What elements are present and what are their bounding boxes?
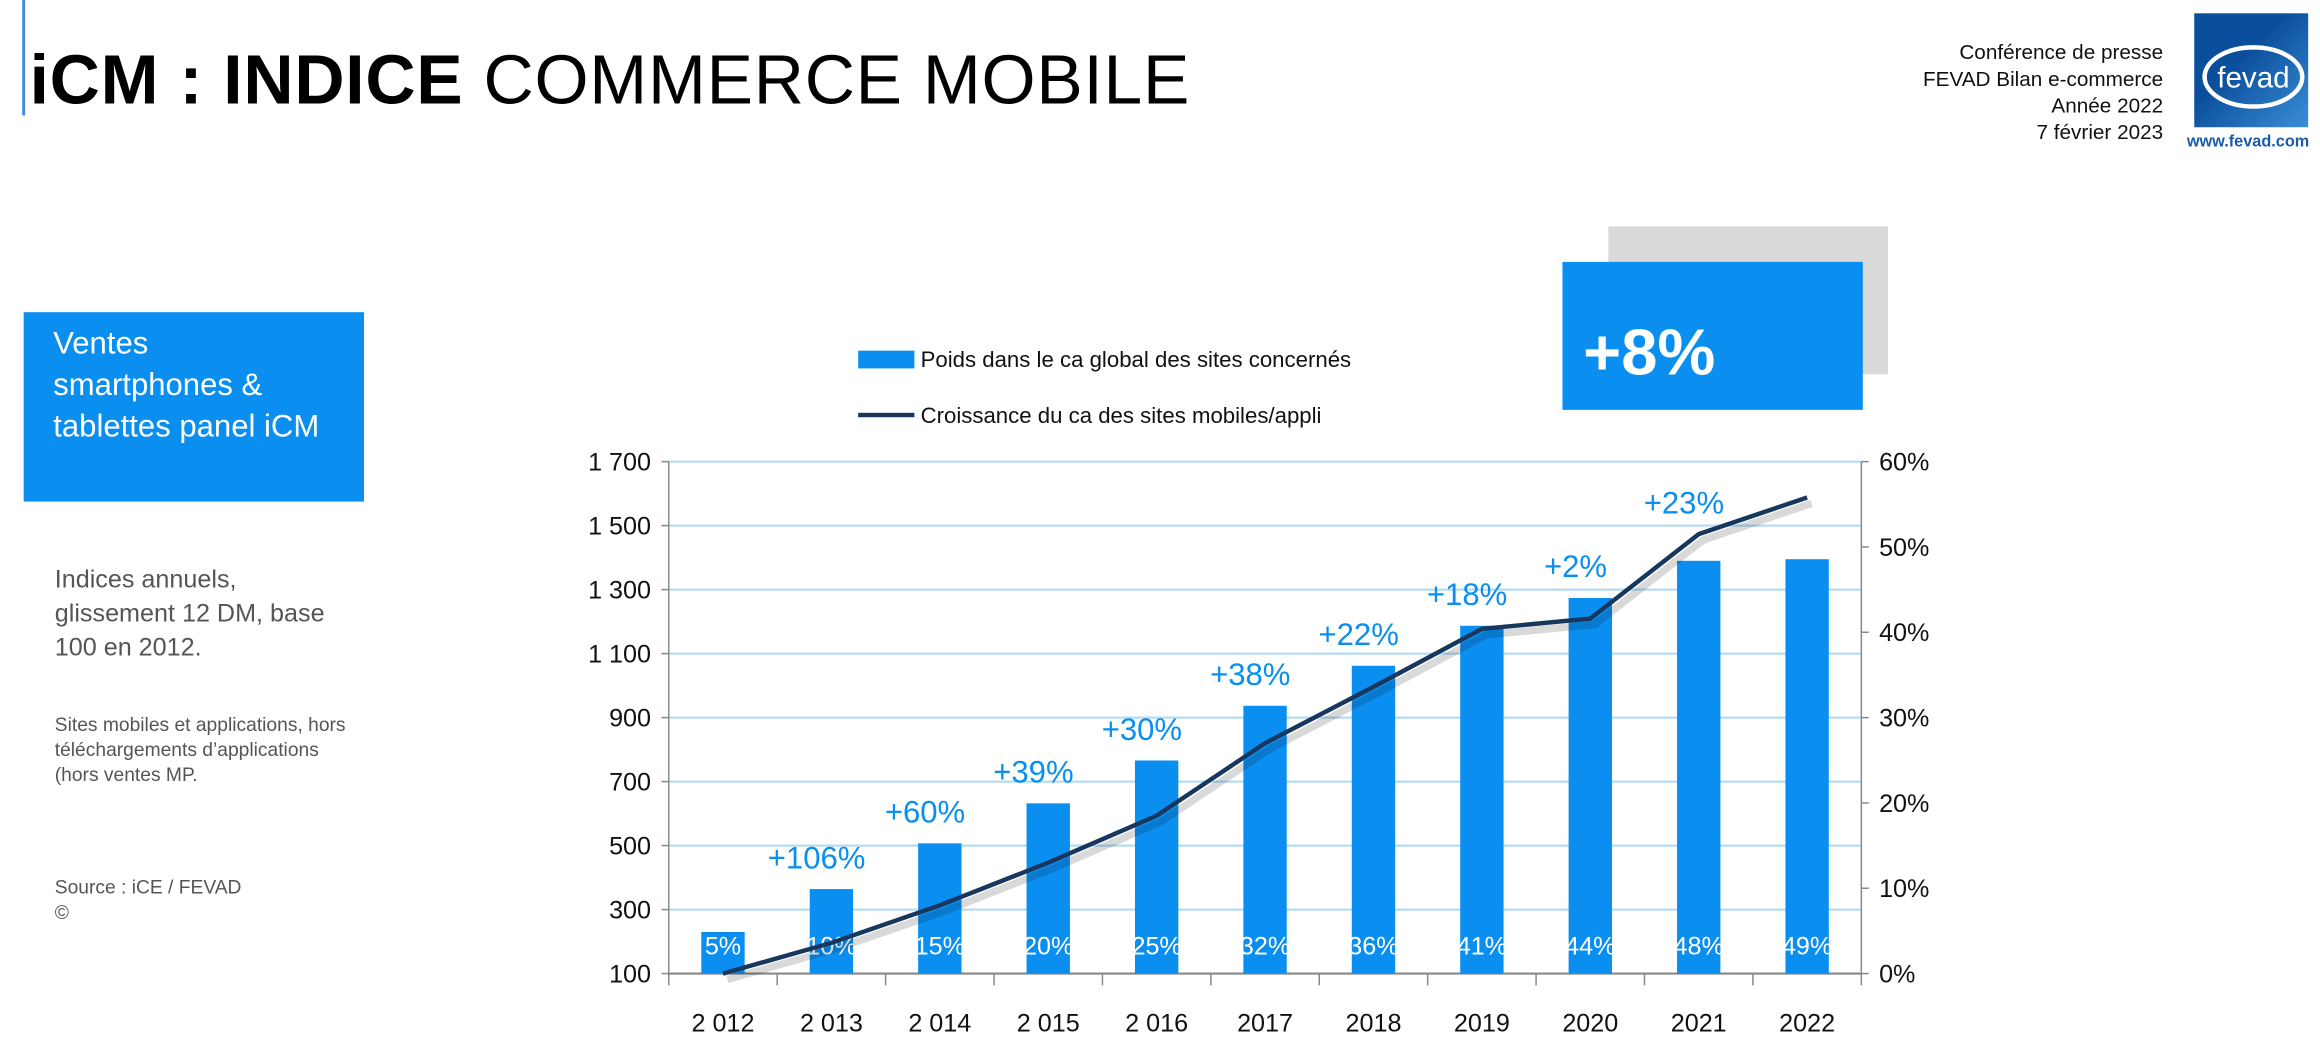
bar-data-label: 41% (1457, 932, 1507, 960)
y-left-tick-label: 700 (609, 768, 651, 796)
x-tick-label: 2 014 (908, 1009, 971, 1037)
bar (809, 889, 854, 974)
line-data-label: +2% (1544, 549, 1607, 584)
panel-label-box: Ventes smartphones & tablettes panel iCM (23, 312, 364, 502)
x-tick-label: 2 015 (1017, 1009, 1080, 1037)
line-data-label: +39% (993, 755, 1073, 790)
bar-data-label: 25% (1131, 932, 1181, 960)
line-data-label: +30% (1102, 712, 1182, 747)
conference-line: Année 2022 (2051, 93, 2164, 117)
y-right-tick-label: 30% (1879, 704, 1929, 732)
x-tick-label: 2022 (1779, 1009, 1835, 1037)
bar (1351, 665, 1396, 974)
line-shadow (726, 499, 1813, 984)
bar-data-label: 49% (1782, 932, 1832, 960)
y-left-tick-label: 1 500 (588, 513, 651, 541)
bar-data-label: 32% (1240, 932, 1290, 960)
y-left-tick-label: 1 700 (588, 449, 651, 477)
line-data-label: +18% (1427, 577, 1507, 612)
y-left-tick-label: 100 (609, 960, 651, 988)
y-right-tick-label: 60% (1879, 449, 1929, 477)
conference-line: FEVAD Bilan e-commerce (1922, 66, 2164, 91)
bar-data-label: 48% (1674, 932, 1724, 960)
y-left-tick-label: 300 (609, 896, 651, 924)
bar (701, 931, 745, 974)
title-rest: COMMERCE MOBILE (463, 39, 1191, 119)
conference-info: Conférence de presse FEVAD Bilan e-comme… (1923, 38, 2163, 145)
x-tick-label: 2021 (1671, 1009, 1727, 1037)
line-data-label: +60% (885, 795, 965, 830)
title-bold: iCM : INDICE (29, 39, 464, 119)
y-left-tick-label: 900 (609, 704, 651, 732)
logo-url: www.fevad.com (2186, 133, 2310, 151)
x-tick-label: 2 012 (692, 1009, 755, 1037)
y-left-tick-label: 1 300 (588, 576, 651, 604)
line-data-label: +23% (1644, 485, 1724, 520)
x-tick-label: 2 016 (1125, 1009, 1188, 1037)
line-data-label: +106% (768, 840, 866, 875)
kpi-badge: +8% (1562, 261, 1863, 410)
legend-line-label: Croissance du ca des sites mobiles/appli (920, 403, 1322, 430)
legend-bar-swatch (858, 350, 915, 369)
bar-data-label: 20% (1023, 932, 1073, 960)
copyright: © (54, 901, 69, 924)
svg-text:fevad: fevad (2217, 61, 2289, 94)
y-right-tick-label: 40% (1879, 619, 1929, 647)
conference-line: Conférence de presse (1959, 39, 2164, 64)
legend-bar-label: Poids dans le ca global des sites concer… (920, 347, 1352, 373)
bar (1677, 560, 1721, 974)
bar (1460, 625, 1504, 974)
y-right-tick-label: 0% (1879, 960, 1915, 988)
bar-data-label: 15% (915, 932, 965, 960)
bar (1785, 559, 1829, 974)
x-tick-label: 2018 (1346, 1009, 1402, 1037)
fevad-logo: fevad (2194, 13, 2309, 128)
page-title: iCM : INDICE COMMERCE MOBILE (30, 38, 1190, 119)
line-series (722, 495, 1808, 976)
y-right-tick-label: 50% (1879, 534, 1929, 562)
x-tick-label: 2017 (1237, 1009, 1293, 1037)
description: Indices annuels, glissement 12 DM, base … (54, 565, 325, 662)
legend-line: Croissance du ca des sites mobiles/appli (858, 404, 1321, 429)
y-right-tick-label: 10% (1879, 875, 1929, 903)
line-data-label: +22% (1319, 617, 1399, 652)
y-left-tick-label: 500 (609, 832, 651, 860)
bar-data-label: 36% (1348, 932, 1398, 960)
x-tick-label: 2020 (1562, 1009, 1618, 1037)
bar-data-label: 5% (705, 932, 741, 960)
note: Sites mobiles et applications, hors télé… (54, 713, 346, 786)
y-left-tick-label: 1 100 (588, 640, 651, 668)
legend-line-swatch (858, 412, 915, 418)
legend-bar: Poids dans le ca global des sites concer… (858, 348, 1351, 373)
line-data-label: +38% (1210, 657, 1290, 692)
bar-data-label: 44% (1565, 932, 1615, 960)
x-tick-label: 2019 (1454, 1009, 1510, 1037)
y-right-tick-label: 20% (1879, 790, 1929, 818)
source: Source : iCE / FEVAD © (55, 874, 242, 924)
x-tick-label: 2 013 (800, 1009, 863, 1037)
source-text: Source : iCE / FEVAD (54, 875, 242, 899)
bar (1026, 803, 1070, 974)
bar (1568, 597, 1612, 974)
title-accent-bar (22, 0, 26, 116)
conference-line: 7 février 2023 (2036, 119, 2164, 144)
bar (1134, 760, 1179, 974)
